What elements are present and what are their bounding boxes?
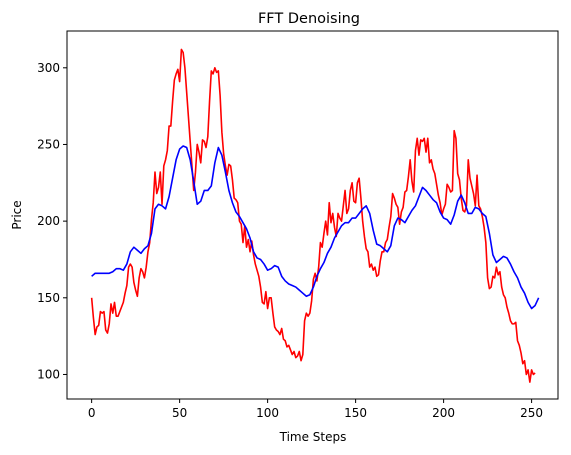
chart-title: FFT Denoising (258, 11, 360, 27)
x-axis-ticks: 0 50 100 150 200 250 (88, 399, 543, 420)
x-tick-label: 100 (256, 406, 279, 420)
y-tick-label: 250 (37, 137, 60, 151)
blue-series-line (91, 145, 540, 310)
x-tick-label: 250 (520, 406, 543, 420)
x-tick-label: 50 (172, 406, 187, 420)
series-lines (90, 48, 540, 383)
y-tick-label: 200 (37, 214, 60, 228)
y-tick-label: 300 (37, 61, 60, 75)
y-axis-label: Price (10, 200, 24, 229)
x-tick-label: 150 (344, 406, 367, 420)
red-series-line (90, 48, 536, 383)
x-tick-label: 200 (432, 406, 455, 420)
plot-frame (66, 30, 559, 400)
y-tick-label: 150 (37, 291, 60, 305)
x-axis-label: Time Steps (279, 430, 347, 444)
y-axis-ticks: 100 150 200 250 300 (37, 61, 67, 381)
plot-area (67, 31, 558, 399)
y-tick-label: 100 (37, 367, 60, 381)
x-tick-label: 0 (88, 406, 96, 420)
